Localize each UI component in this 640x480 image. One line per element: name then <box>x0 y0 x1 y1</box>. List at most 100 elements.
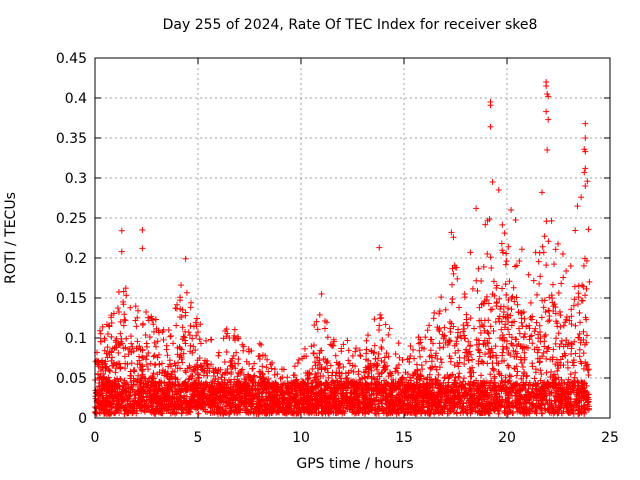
data-point <box>541 379 548 386</box>
data-point <box>467 378 474 385</box>
data-point <box>578 297 585 304</box>
data-point <box>493 390 500 397</box>
data-point <box>500 334 507 341</box>
data-point <box>271 366 278 373</box>
data-point <box>142 356 149 363</box>
data-point <box>171 360 178 367</box>
data-point <box>460 400 467 407</box>
data-point <box>192 347 199 354</box>
data-point <box>392 350 399 357</box>
data-point <box>337 375 344 382</box>
data-point <box>364 332 371 339</box>
data-point <box>331 338 338 345</box>
data-point <box>309 365 316 372</box>
data-point <box>429 354 436 361</box>
data-point <box>417 410 424 417</box>
data-point <box>152 343 159 350</box>
data-point <box>571 338 578 345</box>
data-point <box>530 381 537 388</box>
data-point <box>520 334 527 341</box>
data-point <box>266 410 273 417</box>
data-point <box>269 359 276 366</box>
data-point <box>484 251 491 258</box>
data-point <box>498 358 505 365</box>
data-point <box>436 310 443 317</box>
data-point <box>176 343 183 350</box>
data-point <box>122 285 129 292</box>
data-point <box>513 372 520 379</box>
data-point <box>307 393 314 400</box>
data-point <box>313 318 320 325</box>
data-point <box>285 403 292 410</box>
data-point <box>329 342 336 349</box>
data-point <box>204 364 211 371</box>
data-point <box>291 363 298 370</box>
data-point <box>396 383 403 390</box>
data-point <box>274 371 281 378</box>
data-point <box>401 381 408 388</box>
data-point <box>142 402 149 409</box>
data-point <box>320 355 327 362</box>
data-point <box>118 338 125 345</box>
data-point <box>240 343 247 350</box>
data-point <box>137 386 144 393</box>
data-point <box>261 385 268 392</box>
data-point <box>97 372 104 379</box>
data-point <box>379 337 386 344</box>
data-point <box>240 347 247 354</box>
data-point <box>361 374 368 381</box>
data-point <box>546 312 553 319</box>
data-point <box>259 363 266 370</box>
data-point <box>308 380 315 387</box>
data-point <box>268 365 275 372</box>
data-point <box>402 369 409 376</box>
data-point <box>511 353 518 360</box>
data-point <box>506 278 513 285</box>
data-point <box>543 369 550 376</box>
data-point <box>436 344 443 351</box>
data-point <box>513 294 520 301</box>
data-point <box>113 393 120 400</box>
data-point <box>419 390 426 397</box>
data-point <box>478 372 485 379</box>
data-point <box>246 374 253 381</box>
data-point <box>566 380 573 387</box>
data-point <box>118 390 125 397</box>
data-point <box>572 227 579 234</box>
data-point <box>386 325 393 332</box>
data-point <box>214 400 221 407</box>
data-point <box>493 282 500 289</box>
data-point <box>192 363 199 370</box>
data-point <box>576 330 583 337</box>
data-point <box>291 372 298 379</box>
data-point <box>560 274 567 281</box>
data-point <box>140 320 147 327</box>
data-point <box>553 356 560 363</box>
data-point <box>357 405 364 412</box>
data-point <box>112 386 119 393</box>
data-point <box>155 327 162 334</box>
data-point <box>96 383 103 390</box>
data-point <box>103 376 110 383</box>
data-point <box>267 394 274 401</box>
data-point <box>477 330 484 337</box>
data-point <box>207 410 214 417</box>
data-point <box>413 361 420 368</box>
data-point <box>445 379 452 386</box>
data-point <box>167 332 174 339</box>
data-point <box>231 360 238 367</box>
y-tick-label: 0 <box>78 411 87 427</box>
data-point <box>478 301 485 308</box>
data-point <box>465 357 472 364</box>
data-point <box>576 346 583 353</box>
data-point <box>537 367 544 374</box>
data-point <box>110 409 117 416</box>
data-point <box>490 278 497 285</box>
data-point <box>558 280 565 287</box>
data-point <box>134 390 141 397</box>
data-point <box>353 345 360 352</box>
data-point <box>256 340 263 347</box>
data-point <box>314 326 321 333</box>
data-point <box>127 333 134 340</box>
data-point <box>508 322 515 329</box>
